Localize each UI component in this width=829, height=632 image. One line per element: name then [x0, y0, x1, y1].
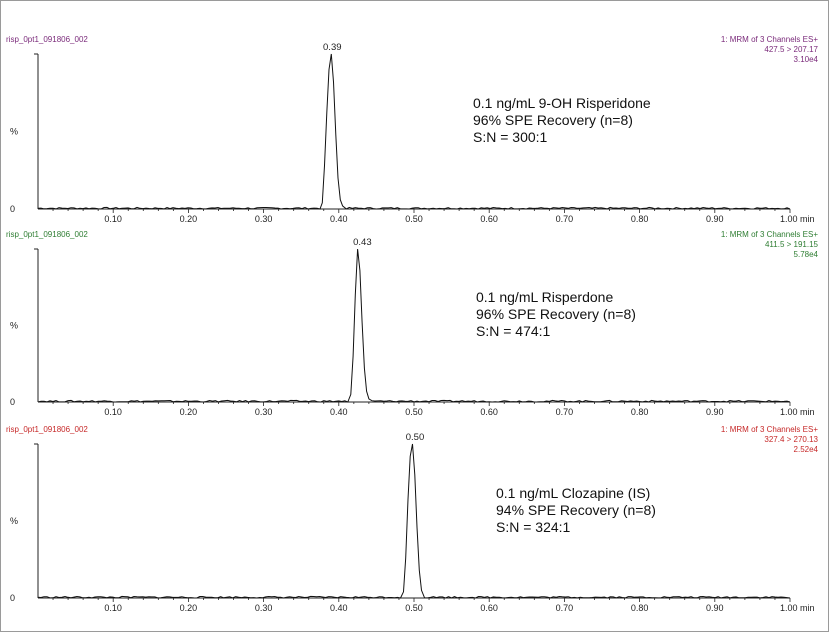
channel-info-2-3: 5.78e4: [794, 250, 819, 259]
x-tick-label-2-9: 0.90: [706, 407, 724, 417]
file-label-2: risp_0pt1_091806_002: [6, 230, 88, 239]
y-tick-label-2: 0: [10, 397, 15, 407]
annotation-3-2: 94% SPE Recovery (n=8): [496, 502, 656, 518]
y-axis-label-2: %: [10, 321, 18, 331]
x-tick-label-1-1: 0.10: [104, 214, 122, 224]
y-tick-label-3: 0: [10, 593, 15, 603]
trace-line-3: [37, 443, 791, 599]
x-tick-label-3-7: 0.70: [556, 603, 574, 613]
annotation-2-1: 0.1 ng/mL Risperdone: [476, 289, 613, 305]
file-label-3: risp_0pt1_091806_002: [6, 425, 88, 434]
channel-info-1-3: 3.10e4: [794, 55, 819, 64]
x-tick-label-3-3: 0.30: [255, 603, 273, 613]
x-tick-label-1-6: 0.60: [480, 214, 498, 224]
x-tick-label-1-4: 0.40: [330, 214, 348, 224]
x-tick-label-1-2: 0.20: [180, 214, 198, 224]
channel-info-1-2: 427.5 > 207.17: [764, 45, 818, 54]
x-tick-label-3-10: 1.00 min: [780, 603, 815, 613]
y-axis-label-1: %: [10, 127, 18, 137]
x-tick-label-1-8: 0.80: [631, 214, 649, 224]
channel-info-3-1: 1: MRM of 3 Channels ES+: [721, 425, 818, 434]
peak-label-3: 0.50: [406, 432, 425, 443]
annotation-1-3: S:N = 300:1: [473, 129, 548, 145]
peak-label-2: 0.43: [353, 237, 372, 248]
y-axis-label-3: %: [10, 516, 18, 526]
x-tick-label-2-6: 0.60: [480, 407, 498, 417]
x-tick-label-2-8: 0.80: [631, 407, 649, 417]
x-tick-label-3-1: 0.10: [104, 603, 122, 613]
x-tick-label-3-8: 0.80: [631, 603, 649, 613]
x-tick-label-3-5: 0.50: [405, 603, 423, 613]
y-tick-label-1: 0: [10, 204, 15, 214]
x-tick-label-2-1: 0.10: [104, 407, 122, 417]
x-tick-label-2-10: 1.00 min: [780, 407, 815, 417]
file-label-1: risp_0pt1_091806_002: [6, 35, 88, 44]
x-tick-label-1-7: 0.70: [556, 214, 574, 224]
trace-line-2: [37, 248, 791, 403]
channel-info-2-1: 1: MRM of 3 Channels ES+: [721, 230, 818, 239]
peak-label-1: 0.39: [323, 42, 342, 53]
x-tick-label-2-5: 0.50: [405, 407, 423, 417]
x-tick-label-1-3: 0.30: [255, 214, 273, 224]
channel-info-1-1: 1: MRM of 3 Channels ES+: [721, 35, 818, 44]
x-tick-label-2-4: 0.40: [330, 407, 348, 417]
x-tick-label-2-2: 0.20: [180, 407, 198, 417]
x-tick-label-3-4: 0.40: [330, 603, 348, 613]
annotation-2-3: S:N = 474:1: [476, 323, 551, 339]
annotation-3-1: 0.1 ng/mL Clozapine (IS): [496, 485, 650, 501]
channel-info-3-3: 2.52e4: [794, 445, 819, 454]
annotation-1-2: 96% SPE Recovery (n=8): [473, 112, 633, 128]
x-tick-label-3-6: 0.60: [480, 603, 498, 613]
x-tick-label-2-3: 0.30: [255, 407, 273, 417]
annotation-3-3: S:N = 324:1: [496, 519, 571, 535]
x-tick-label-1-5: 0.50: [405, 214, 423, 224]
x-tick-label-1-9: 0.90: [706, 214, 724, 224]
channel-info-3-2: 327.4 > 270.13: [764, 435, 818, 444]
trace-line-1: [37, 53, 791, 210]
x-tick-label-3-2: 0.20: [180, 603, 198, 613]
x-tick-label-1-10: 1.00 min: [780, 214, 815, 224]
x-tick-label-2-7: 0.70: [556, 407, 574, 417]
x-tick-label-3-9: 0.90: [706, 603, 724, 613]
annotation-2-2: 96% SPE Recovery (n=8): [476, 306, 636, 322]
channel-info-2-2: 411.5 > 191.15: [765, 240, 819, 249]
annotation-1-1: 0.1 ng/mL 9-OH Risperidone: [473, 95, 651, 111]
